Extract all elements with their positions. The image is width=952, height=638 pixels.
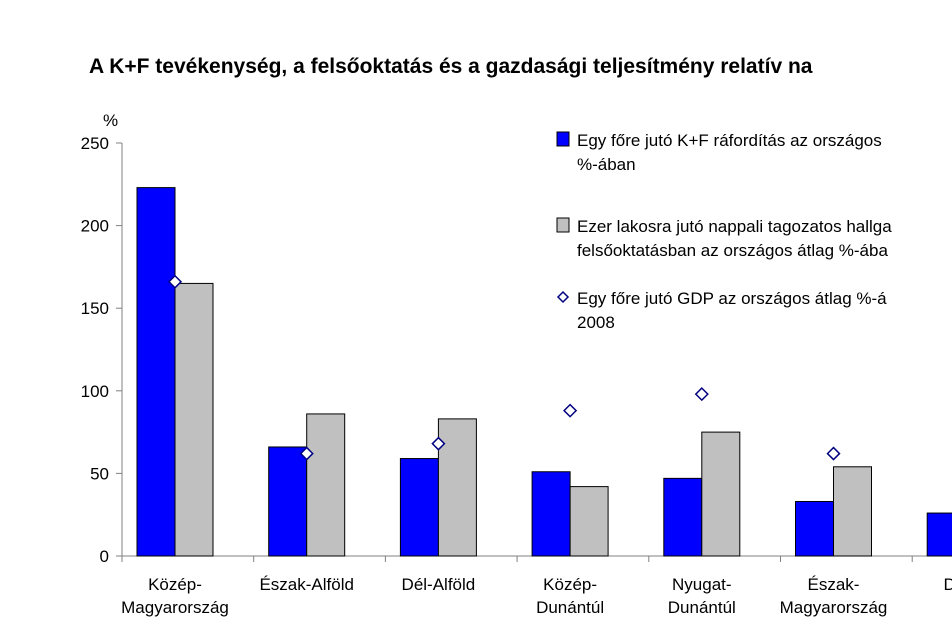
y-tick-label: 0 — [100, 547, 109, 566]
gdp-marker-5 — [826, 446, 841, 461]
x-tick-label: Dél-D — [943, 575, 952, 594]
legend: Egy főre jutó K+F ráfordítás az országos… — [556, 131, 892, 332]
bar-rd-expenditure-6 — [926, 512, 952, 557]
bar-students-2 — [437, 418, 477, 557]
x-tick-label: Közép- — [148, 575, 202, 594]
y-tick-label: 250 — [81, 134, 109, 153]
legend-swatch — [556, 290, 570, 304]
x-tick-labels: Közép- Magyarország Észak-Alföld Dél-Alföld… — [121, 575, 952, 617]
bar-students-1 — [306, 413, 346, 557]
x-tick-label: Magyarország — [780, 598, 888, 617]
bar-rd-expenditure-1 — [268, 446, 308, 557]
y-tick-label: 200 — [81, 217, 109, 236]
y-tick-label: 100 — [81, 382, 109, 401]
x-tick-label: Észak-Alföld — [259, 575, 353, 594]
markers — [167, 274, 841, 461]
gdp-marker-1 — [299, 446, 314, 461]
bar-students-4 — [701, 431, 741, 557]
axes: 0 50 100 150 200 250 — [81, 134, 952, 566]
x-tick-label: Dunántúl — [668, 598, 736, 617]
bar-rd-expenditure-0 — [136, 187, 176, 557]
gdp-marker-2 — [431, 436, 446, 451]
bars — [136, 187, 952, 557]
gdp-marker-4 — [694, 387, 709, 402]
gdp-marker-0 — [167, 274, 183, 289]
x-tick-label: Közép- — [543, 575, 597, 594]
x-tick-label: Magyarország — [121, 598, 229, 617]
bar-students-3 — [569, 486, 609, 557]
x-tick-label: Dél-Alföld — [402, 575, 476, 594]
y-axis-label: % — [103, 111, 118, 130]
bar-students-0 — [174, 282, 214, 557]
legend-entry: Ezer lakosra jutó nappali tagozatos hall… — [577, 217, 892, 236]
x-tick-label: Észak- — [808, 575, 860, 594]
y-tick-label: 50 — [90, 464, 109, 483]
legend-swatch — [556, 217, 570, 233]
bar-rd-expenditure-2 — [399, 458, 439, 557]
legend-entry: Egy főre jutó K+F ráfordítás az országos — [577, 131, 882, 150]
gdp-marker-3 — [563, 403, 578, 418]
legend-entry: 2008 — [577, 313, 615, 332]
legend-entry: Egy főre jutó GDP az országos átlag %-á — [577, 289, 887, 308]
legend-entry: %-ában — [577, 155, 636, 174]
bar-rd-expenditure-3 — [531, 471, 571, 557]
bar-students-5 — [833, 466, 872, 557]
legend-entry: felsőoktatásban az országos átlag %-ába — [577, 241, 888, 260]
y-tick-label: 150 — [81, 299, 109, 318]
chart-title: A K+F tevékenység, a felsőoktatás és a g… — [89, 55, 813, 78]
x-tick-label: Dunántúl — [536, 598, 604, 617]
bar-rd-expenditure-4 — [663, 477, 703, 557]
x-tick-label: Nyugat- — [672, 575, 732, 594]
bar-rd-expenditure-5 — [795, 500, 834, 557]
legend-swatch — [556, 131, 570, 147]
